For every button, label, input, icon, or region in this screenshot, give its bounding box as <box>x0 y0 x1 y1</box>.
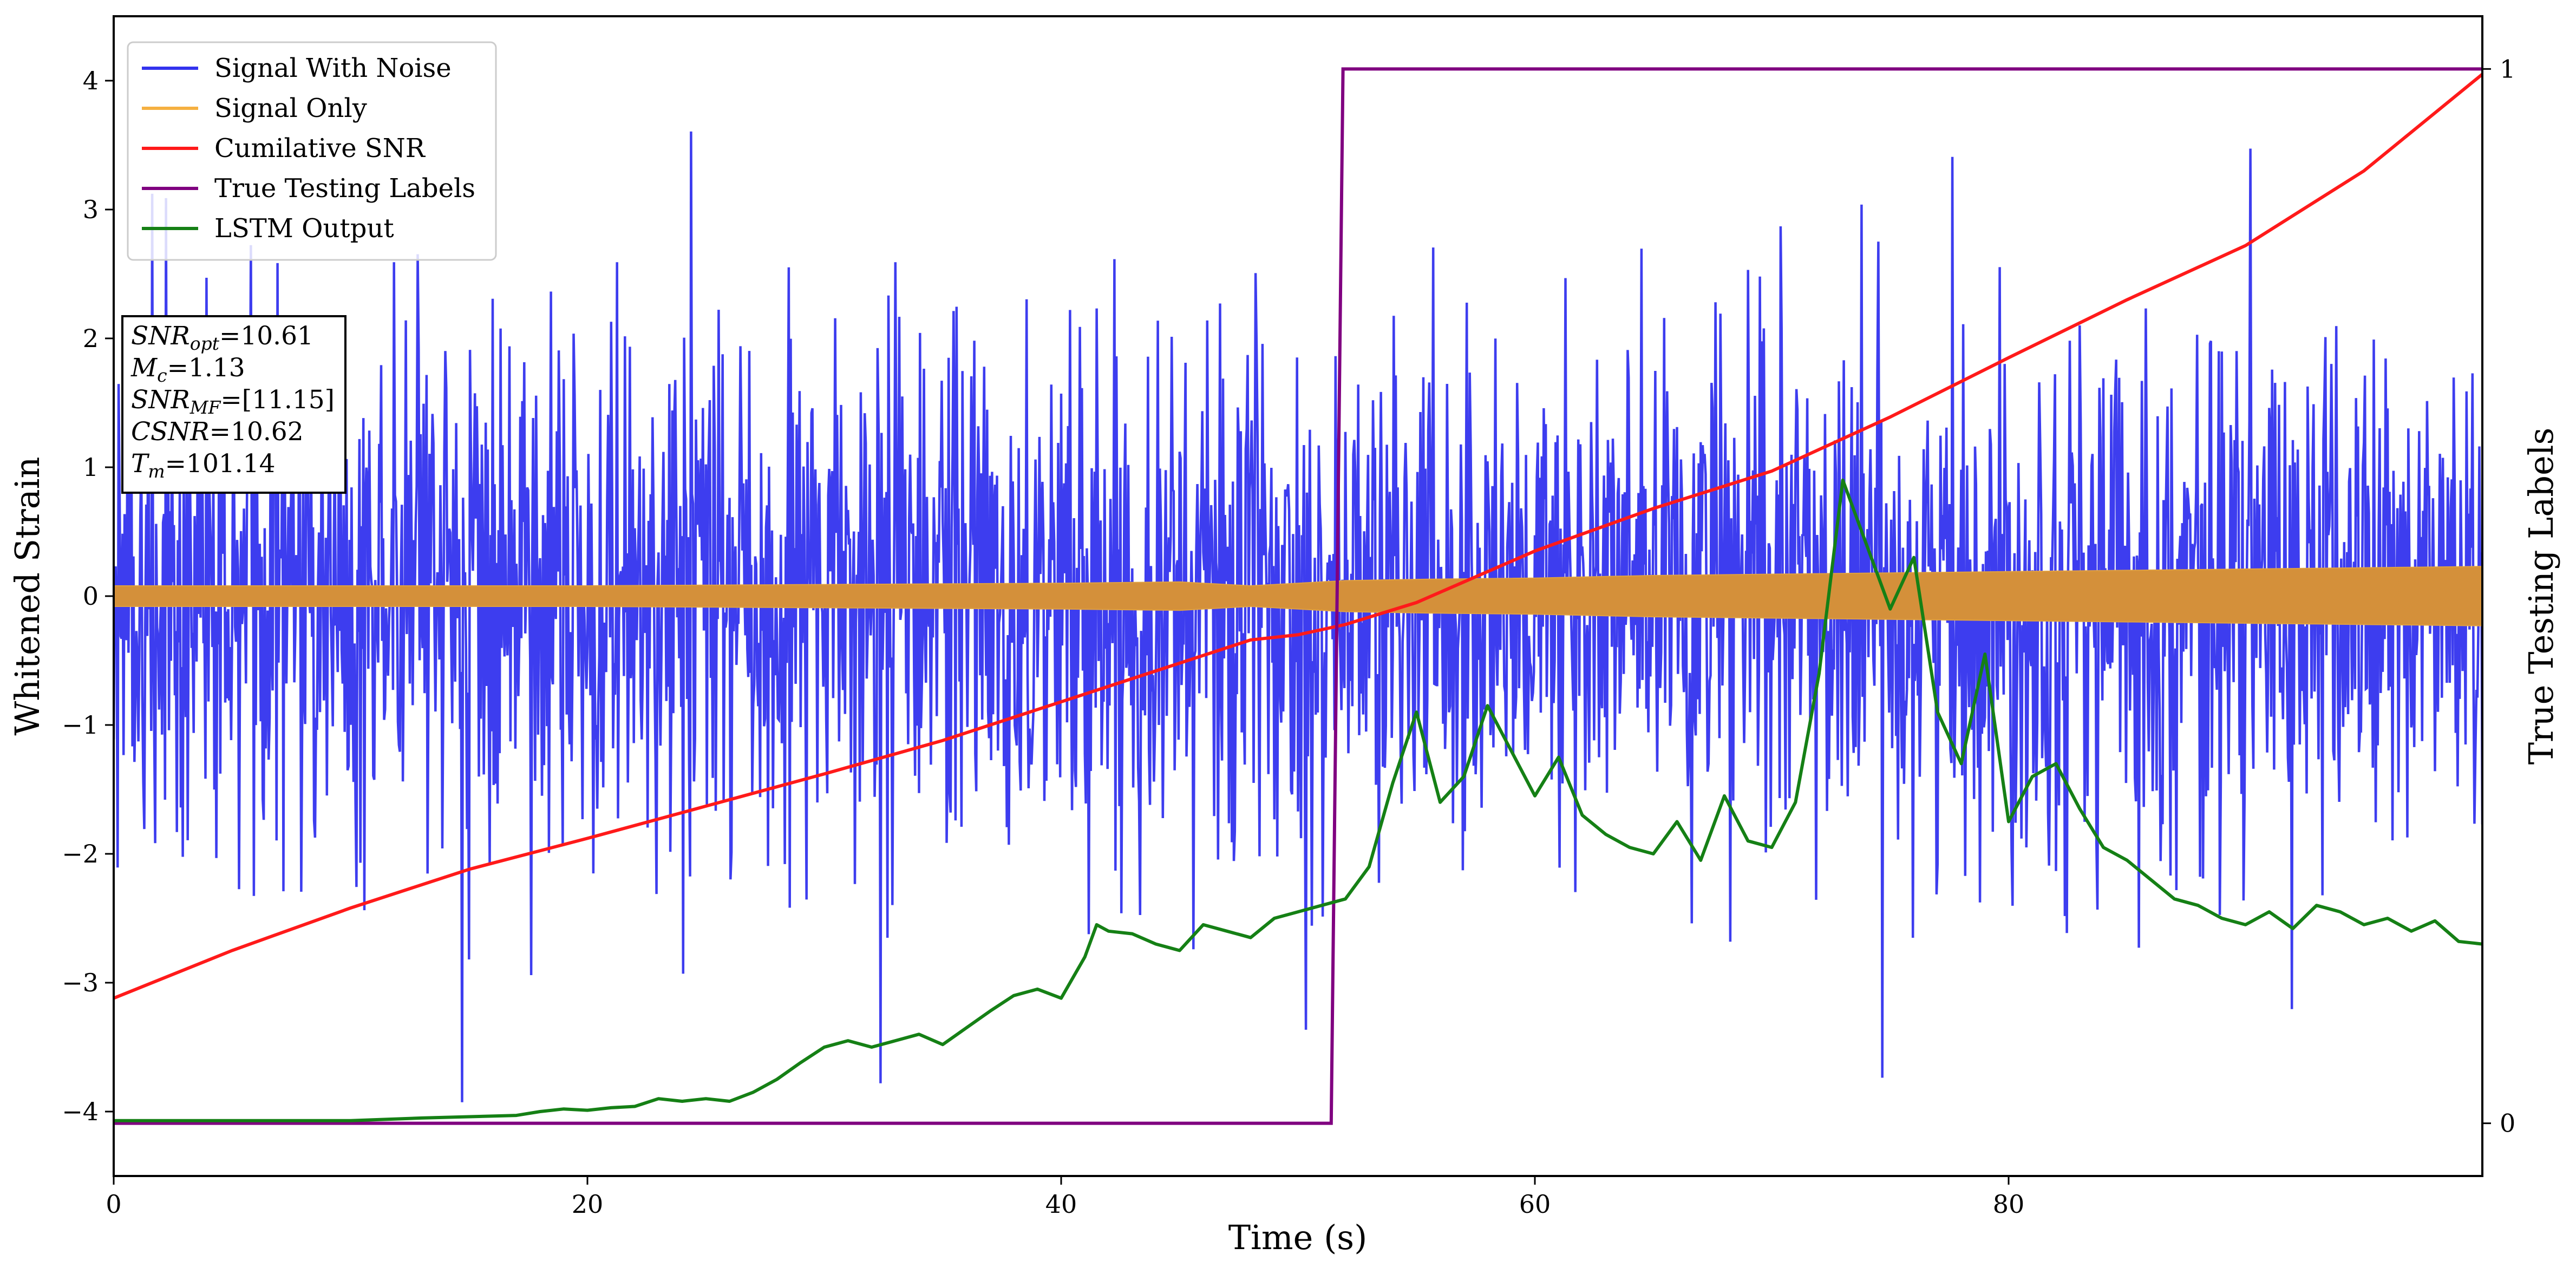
y-tick-label: 2 <box>83 324 99 353</box>
x-tick-label: 80 <box>1993 1190 2025 1219</box>
annotation-frame <box>121 315 346 494</box>
annotation-line: CSNR=10.62 <box>131 417 304 447</box>
y-axis-right: 01 <box>2482 54 2515 1138</box>
x-axis-label: Time (s) <box>1228 1218 1368 1257</box>
legend-item-label: LSTM Output <box>214 213 394 244</box>
series-true-testing-labels <box>114 67 2482 1125</box>
x-tick-label: 40 <box>1045 1190 1077 1219</box>
y-tick-label: 3 <box>83 195 99 224</box>
y-axis-left: −4 −3 −2 −1 0 1 2 3 4 <box>62 66 114 1126</box>
y2-tick-label: 1 <box>2500 54 2515 83</box>
annotation-box: SNRopt=10.61Mc=1.13SNRMF=[11.15]CSNR=10.… <box>121 315 346 494</box>
series-layer <box>114 67 2482 1125</box>
series-cumilative-snr <box>114 73 2482 1000</box>
legend-box <box>127 41 497 261</box>
annotation-line: SNRMF=[11.15] <box>131 385 335 418</box>
y-tick-label: −3 <box>62 968 99 997</box>
series-signal-with-noise <box>114 131 2482 1102</box>
legend-item-label: Signal Only <box>214 93 367 123</box>
y-tick-label: 1 <box>83 453 99 482</box>
legend-item-label: Signal With Noise <box>214 53 452 83</box>
x-tick-label: 0 <box>106 1190 121 1219</box>
x-axis: 0 20 40 60 80 <box>106 1176 2024 1219</box>
series-lstm-output <box>114 478 2482 1122</box>
legend-item-label: True Testing Labels <box>214 173 475 204</box>
y-tick-label: −1 <box>62 710 99 740</box>
x-tick-label: 20 <box>572 1190 604 1219</box>
y-tick-label: 0 <box>83 582 99 611</box>
legend: Signal With Noise Signal Only Cumilative S… <box>127 41 497 261</box>
annotation-line: SNRopt=10.61 <box>131 321 313 354</box>
annotation-line: Tm=101.14 <box>131 449 276 482</box>
y-tick-label: 4 <box>83 66 99 95</box>
series-signal-only <box>114 566 2482 626</box>
x-tick-label: 60 <box>1519 1190 1551 1219</box>
y-tick-label: −2 <box>62 839 99 868</box>
y-tick-label: −4 <box>62 1097 99 1126</box>
legend-item-label: Cumilative SNR <box>214 133 426 164</box>
y2-axis-label: True Testing Labels <box>2521 428 2561 765</box>
annotation-line: Mc=1.13 <box>130 353 245 386</box>
y-axis-label: Whitened Strain <box>8 457 47 736</box>
y2-tick-label: 0 <box>2500 1109 2515 1138</box>
